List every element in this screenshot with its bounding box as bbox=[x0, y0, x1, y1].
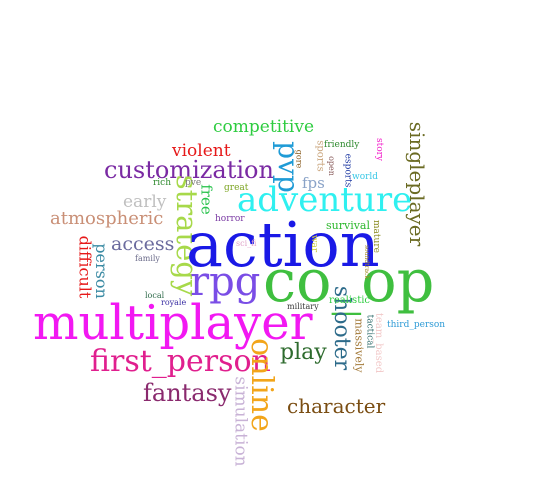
word-survival: survival bbox=[326, 219, 371, 232]
word-horror: horror bbox=[215, 214, 245, 224]
word-sci_fi: sci_fi bbox=[236, 239, 257, 248]
word-open: open bbox=[326, 156, 336, 176]
word-singleplayer: singleplayer bbox=[405, 121, 430, 247]
word-customization: customization bbox=[104, 156, 274, 184]
word-friendly: friendly bbox=[324, 140, 360, 150]
word-local: local bbox=[145, 291, 165, 300]
word-gore: gore bbox=[294, 149, 304, 169]
word-family: family bbox=[135, 254, 160, 263]
word-competitive: competitive bbox=[213, 117, 315, 137]
word-character: character bbox=[287, 394, 386, 418]
word-mature: mature bbox=[370, 220, 381, 253]
word-atmospheric: atmospheric bbox=[50, 208, 164, 229]
word-early: early bbox=[123, 192, 167, 212]
word-action: action bbox=[186, 208, 380, 281]
word-multiplayer: multiplayer bbox=[33, 295, 313, 351]
word-adventure: adventure bbox=[237, 180, 413, 220]
word-difficult: difficult bbox=[75, 235, 95, 299]
word-violent: violent bbox=[172, 141, 231, 161]
word-war: war bbox=[309, 234, 320, 253]
word-co_op: co_op bbox=[263, 246, 435, 315]
word-royale: royale bbox=[161, 298, 187, 307]
word-exports: esports bbox=[342, 153, 353, 188]
word-soundtrack: soundtrack bbox=[363, 244, 371, 280]
word-rpg: rpg bbox=[190, 259, 261, 305]
word-fantasy: fantasy bbox=[143, 379, 232, 407]
word-rich: rich bbox=[153, 178, 172, 188]
word-third_person: third_person bbox=[387, 320, 446, 330]
word-person: person bbox=[91, 243, 111, 299]
word-team_based: team_based bbox=[373, 312, 385, 374]
word-world: world bbox=[352, 172, 379, 182]
word-access: access bbox=[111, 233, 175, 255]
word-tactical: tactical bbox=[364, 314, 375, 349]
word-story: story bbox=[374, 137, 385, 162]
word-realistic: realistic bbox=[329, 295, 371, 306]
word-fps: fps bbox=[302, 174, 325, 192]
word-military: military bbox=[287, 302, 319, 311]
word-play: play bbox=[280, 340, 327, 365]
word-first_person: first_person bbox=[90, 344, 271, 379]
word-simulation: simulation bbox=[230, 376, 251, 467]
word-massively: massively bbox=[352, 318, 366, 373]
word-great: great bbox=[224, 183, 249, 193]
word-pve: pve bbox=[185, 178, 202, 188]
